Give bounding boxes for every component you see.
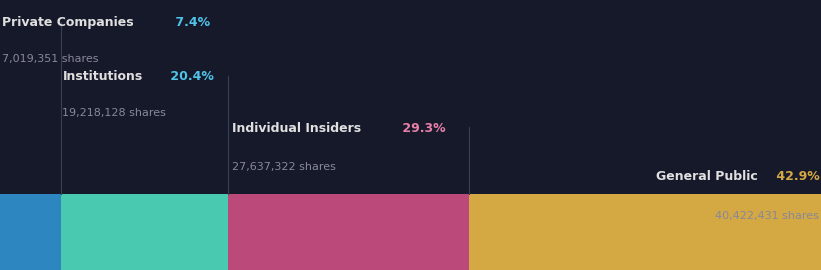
Text: Private Companies: Private Companies — [2, 16, 133, 29]
Text: 40,422,431 shares: 40,422,431 shares — [715, 211, 819, 221]
Text: General Public: General Public — [656, 170, 758, 183]
Text: 42.9%: 42.9% — [772, 170, 819, 183]
Bar — [0, 194, 61, 270]
Text: 7,019,351 shares: 7,019,351 shares — [2, 54, 99, 64]
Text: 19,218,128 shares: 19,218,128 shares — [62, 108, 167, 118]
Bar — [61, 194, 228, 270]
Text: 29.3%: 29.3% — [398, 122, 446, 134]
Text: 7.4%: 7.4% — [172, 16, 211, 29]
Text: 20.4%: 20.4% — [166, 70, 213, 83]
Text: Institutions: Institutions — [62, 70, 143, 83]
Text: 27,637,322 shares: 27,637,322 shares — [232, 162, 336, 172]
Bar — [228, 194, 469, 270]
Bar — [469, 194, 821, 270]
Text: Individual Insiders: Individual Insiders — [232, 122, 360, 134]
